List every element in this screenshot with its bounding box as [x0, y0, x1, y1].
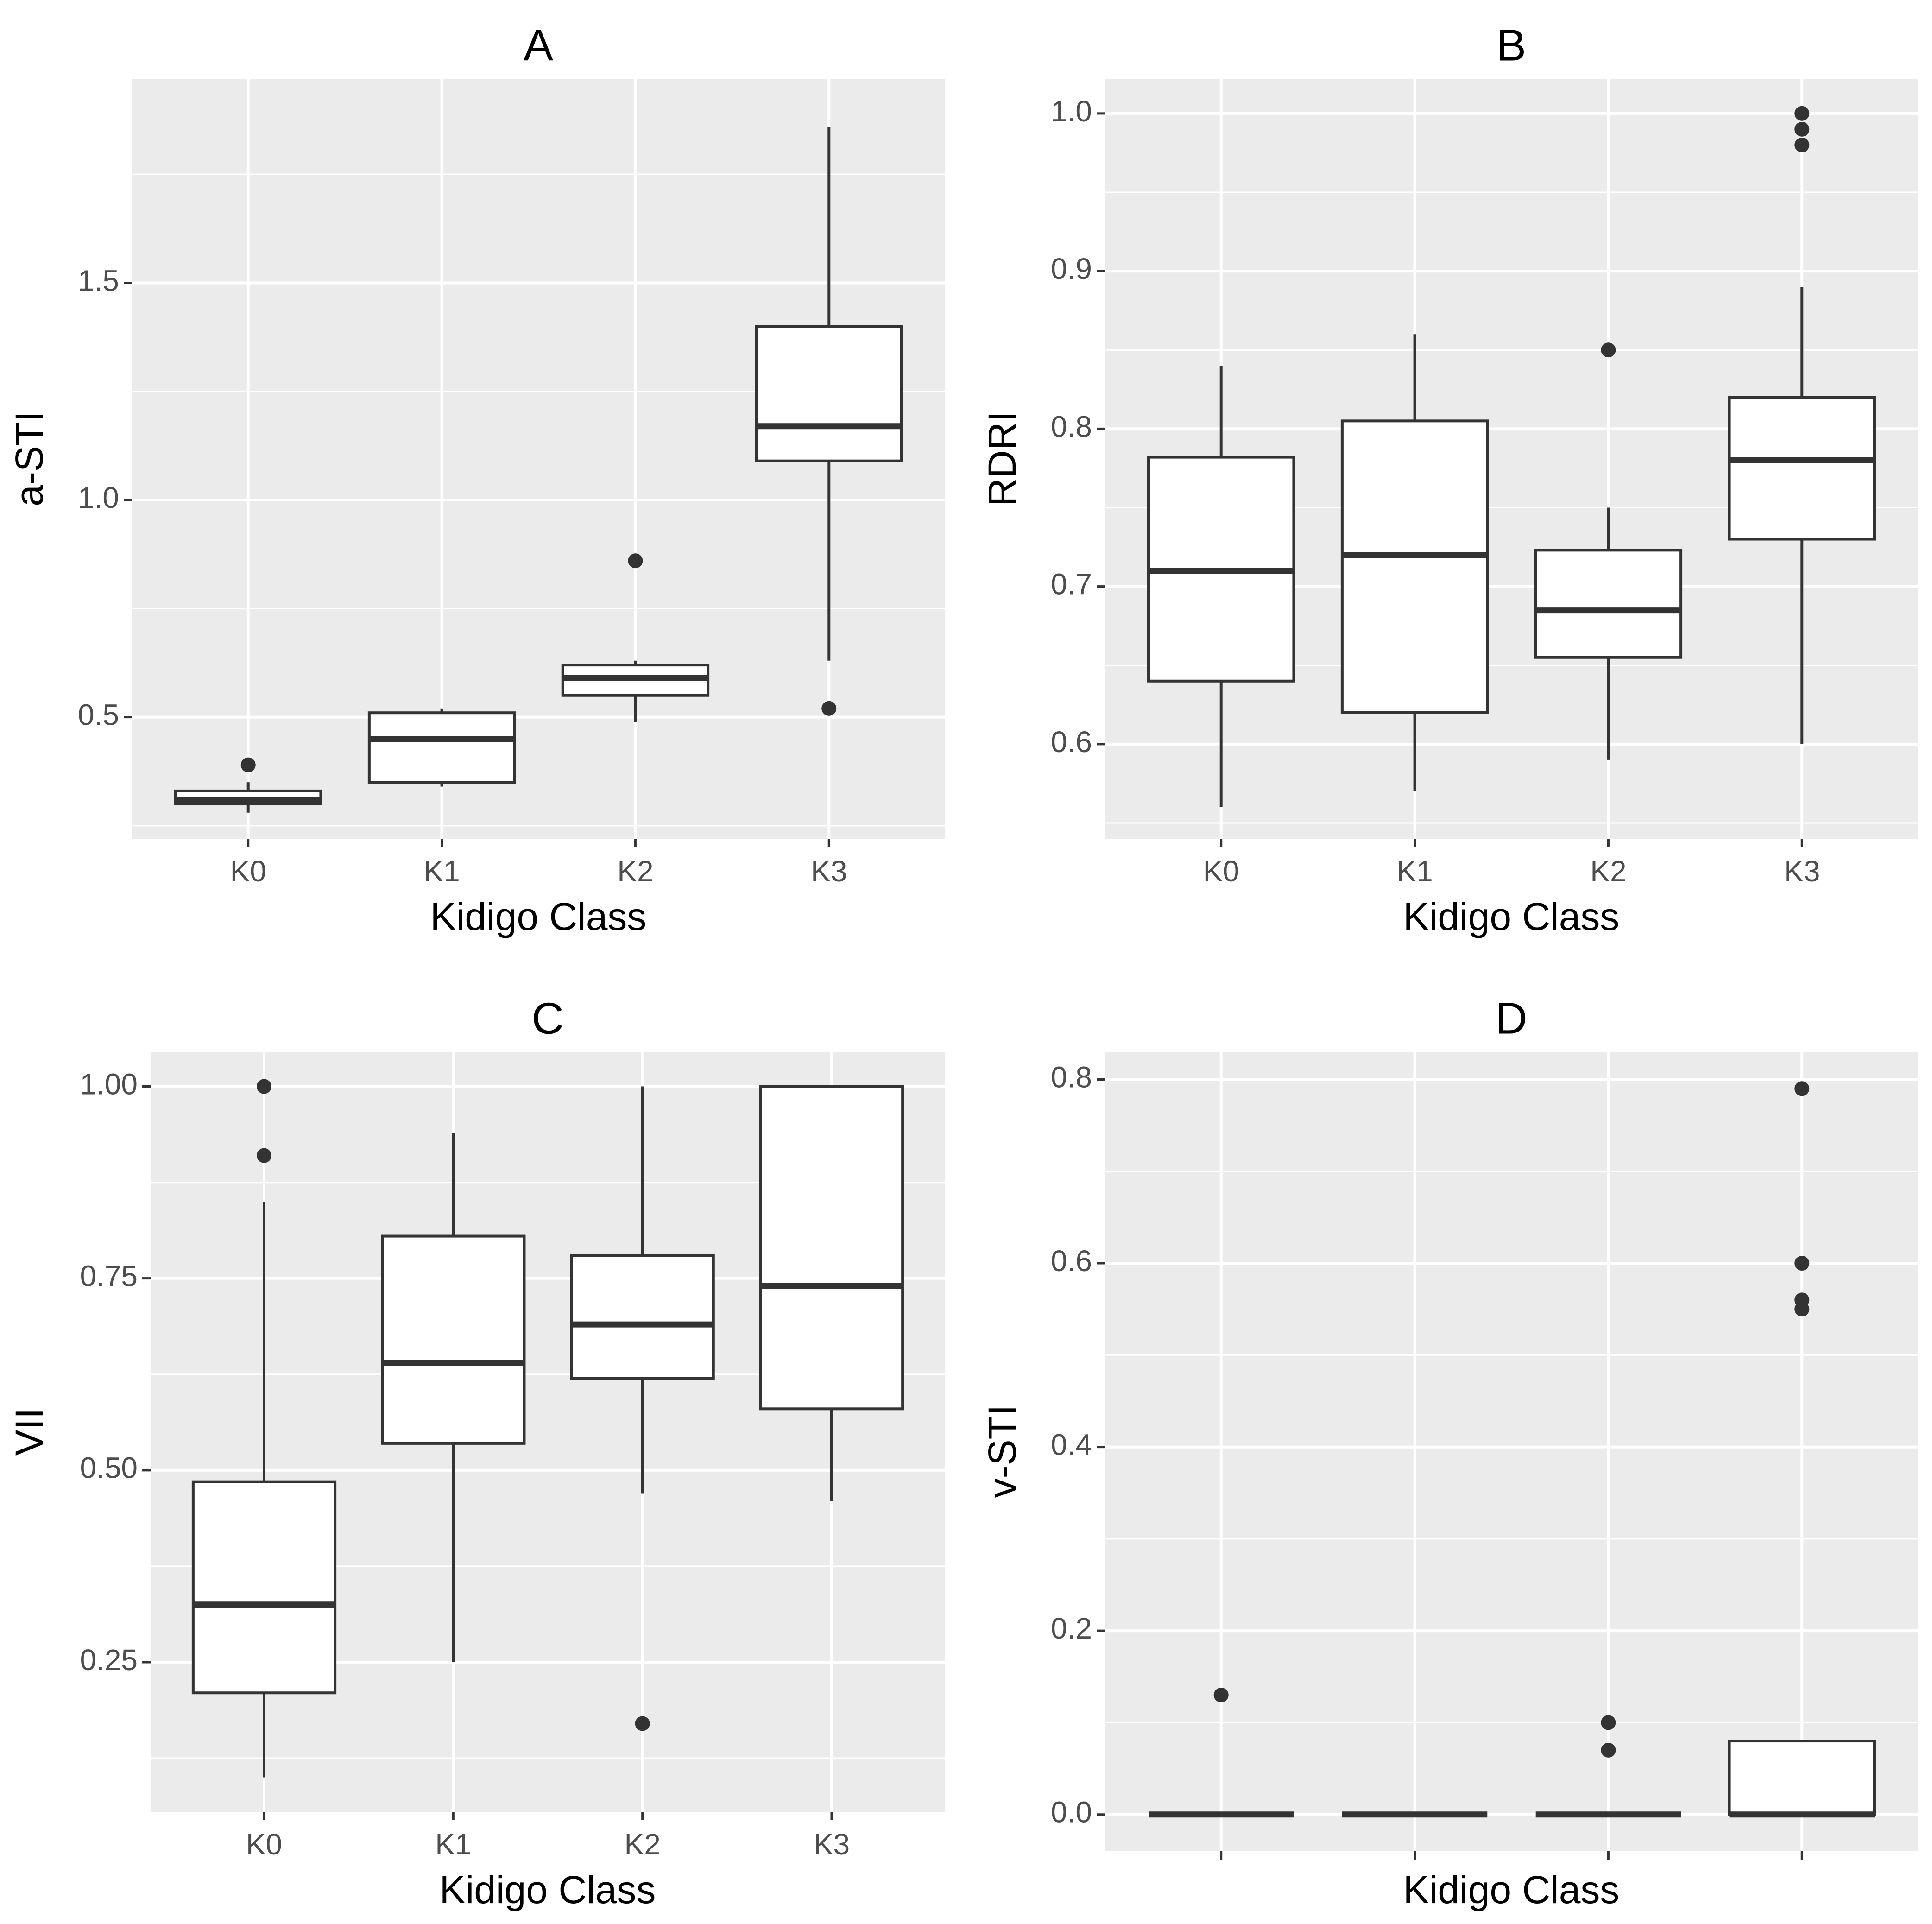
panel-a-iqr-box [367, 711, 516, 784]
panel-c-iqr-box [191, 1480, 337, 1695]
panel-b-y-tick-label: 0.9 [1051, 252, 1092, 285]
panel-a-outlier-point [240, 757, 256, 772]
panel-a-x-tick-label: K1 [423, 854, 460, 888]
panel-a-box-k0 [174, 757, 322, 813]
panel-d-outlier-point [1601, 1715, 1616, 1730]
panel-d-y-tick-label: 0.0 [1051, 1796, 1092, 1829]
panel-b-x-tick-label: K3 [1784, 854, 1820, 888]
panel-a-outlier-point [821, 701, 837, 716]
panel-d-y-tick-label: 0.2 [1051, 1612, 1092, 1645]
panel-d-iqr-box [1728, 1740, 1876, 1816]
panel-c-iqr-box [759, 1085, 904, 1411]
panel-b-outlier-point [1794, 137, 1810, 152]
panel-c-outlier-point [257, 1148, 271, 1163]
panel-c-x-tick-label: K3 [814, 1828, 850, 1861]
panel-c-y-axis-title: VII [7, 1408, 51, 1456]
panel-c-x-tick-label: K1 [435, 1828, 471, 1861]
panel-c-iqr-box [570, 1253, 715, 1380]
panel-c-title: C [531, 994, 563, 1043]
panel-a-axes: 0.5 1.0 1.5 K0 K1 K2 K3 [78, 264, 847, 888]
panel-b-box-k0 [1147, 366, 1295, 807]
panel-d-background [1105, 1052, 1918, 1851]
panel-a-title: A [524, 20, 553, 70]
panel-a-x-tick-label: K0 [230, 854, 266, 888]
panel-a-y-tick-label: 1.5 [78, 264, 119, 297]
panel-d-x-axis-title: Kidigo Class [1403, 1868, 1620, 1911]
panel-c-box-k3 [759, 1085, 904, 1501]
panel-a-box-k2 [561, 553, 710, 722]
panel-b-axes: 0.6 0.7 0.8 0.9 1.0 K0 K1 K2 K3 [1051, 95, 1820, 888]
panel-b-title: B [1496, 20, 1526, 70]
panel-d-title: D [1495, 994, 1527, 1043]
panel-b-outlier-point [1601, 342, 1616, 358]
panel-a-box-k3 [755, 127, 903, 716]
panel-c-outlier-point [635, 1716, 650, 1731]
panel-a-x-tick-label: K2 [617, 854, 653, 888]
panel-a-y-tick-label: 1.0 [78, 481, 119, 514]
panel-c-axes: 0.25 0.50 0.75 1.00 K0 K1 K2 K3 [80, 1067, 850, 1861]
panel-d-box-k2 [1535, 1715, 1681, 1818]
panel-a-x-tick-label: K3 [811, 854, 847, 888]
panel-b-outlier-point [1794, 121, 1810, 137]
panel-d-outlier-point [1213, 1687, 1229, 1702]
panel-a-y-tick-label: 0.5 [78, 698, 119, 732]
panel-b-x-axis-title: Kidigo Class [1403, 895, 1620, 938]
panel-d-y-tick-label: 0.4 [1051, 1428, 1092, 1461]
panel-d-y-tick-label: 0.8 [1051, 1060, 1092, 1094]
panel-c-outlier-point [257, 1079, 271, 1094]
panel-d-marks [1149, 1081, 1876, 1818]
panel-a-x-axis-title: Kidigo Class [430, 895, 647, 938]
panel-c-y-tick-label: 0.75 [80, 1259, 138, 1293]
panel-a-y-axis-title: a-STI [7, 411, 51, 506]
panel-b-x-tick-label: K2 [1590, 854, 1626, 888]
panel-d-y-tick-label: 0.6 [1051, 1244, 1092, 1278]
panel-a-marks [174, 127, 903, 813]
panel-a-iqr-box [755, 325, 903, 462]
panel-b-y-axis-title: RDRI [980, 411, 1024, 506]
panel-a-box-k1 [367, 708, 516, 787]
panel-c-box-k1 [381, 1132, 526, 1662]
panel-b-x-tick-label: K0 [1203, 854, 1239, 888]
panel-d: 0.0 0.2 0.4 0.6 0.8 D Kidigo Class v-STI [980, 994, 1918, 1911]
panel-d-outlier-point [1794, 1292, 1810, 1308]
panel-b-box-k1 [1340, 334, 1489, 791]
panel-b-x-tick-label: K1 [1396, 854, 1433, 888]
panel-c-box-k0 [191, 1079, 337, 1778]
panel-a-outlier-point [628, 553, 643, 569]
panel-c-x-tick-label: K0 [246, 1828, 282, 1861]
panel-c-marks [191, 1079, 904, 1778]
panel-b-y-tick-label: 0.8 [1051, 410, 1092, 443]
panel-b: 0.6 0.7 0.8 0.9 1.0 K0 K1 K2 K3 B Kidigo Class R… [980, 20, 1918, 938]
panel-b-box-k3 [1728, 106, 1876, 744]
panel-c-y-tick-label: 1.00 [80, 1067, 138, 1101]
panel-b-box-k2 [1534, 342, 1683, 760]
panel-b-y-tick-label: 1.0 [1051, 95, 1092, 128]
panel-d-box-k0 [1149, 1687, 1294, 1818]
panel-d-outlier-point [1794, 1256, 1810, 1271]
panel-b-y-tick-label: 0.6 [1051, 725, 1092, 759]
panel-a: 0.5 1.0 1.5 K0 K1 K2 K3 A Kidigo Class a-STI [7, 20, 945, 938]
panel-c-x-axis-title: Kidigo Class [440, 1868, 656, 1911]
panel-c-iqr-box [381, 1234, 526, 1445]
panel-b-outlier-point [1794, 106, 1810, 121]
panel-b-marks [1147, 106, 1876, 807]
panel-c-y-tick-label: 0.50 [80, 1451, 138, 1485]
panel-d-axes: 0.0 0.2 0.4 0.6 0.8 [1051, 1060, 1803, 1860]
panel-b-iqr-box [1534, 549, 1683, 659]
panel-d-y-axis-title: v-STI [980, 1405, 1024, 1498]
panel-d-outlier-point [1601, 1742, 1616, 1758]
panel-b-iqr-box [1340, 419, 1489, 714]
panel-c-box-k2 [570, 1086, 715, 1731]
panel-c-y-tick-label: 0.25 [80, 1643, 138, 1677]
panel-d-box-k3 [1728, 1081, 1876, 1818]
panel-b-y-tick-label: 0.7 [1051, 568, 1092, 601]
panel-b-iqr-box [1728, 396, 1876, 541]
panel-c-x-tick-label: K2 [625, 1828, 661, 1861]
panel-d-outlier-point [1794, 1081, 1810, 1096]
